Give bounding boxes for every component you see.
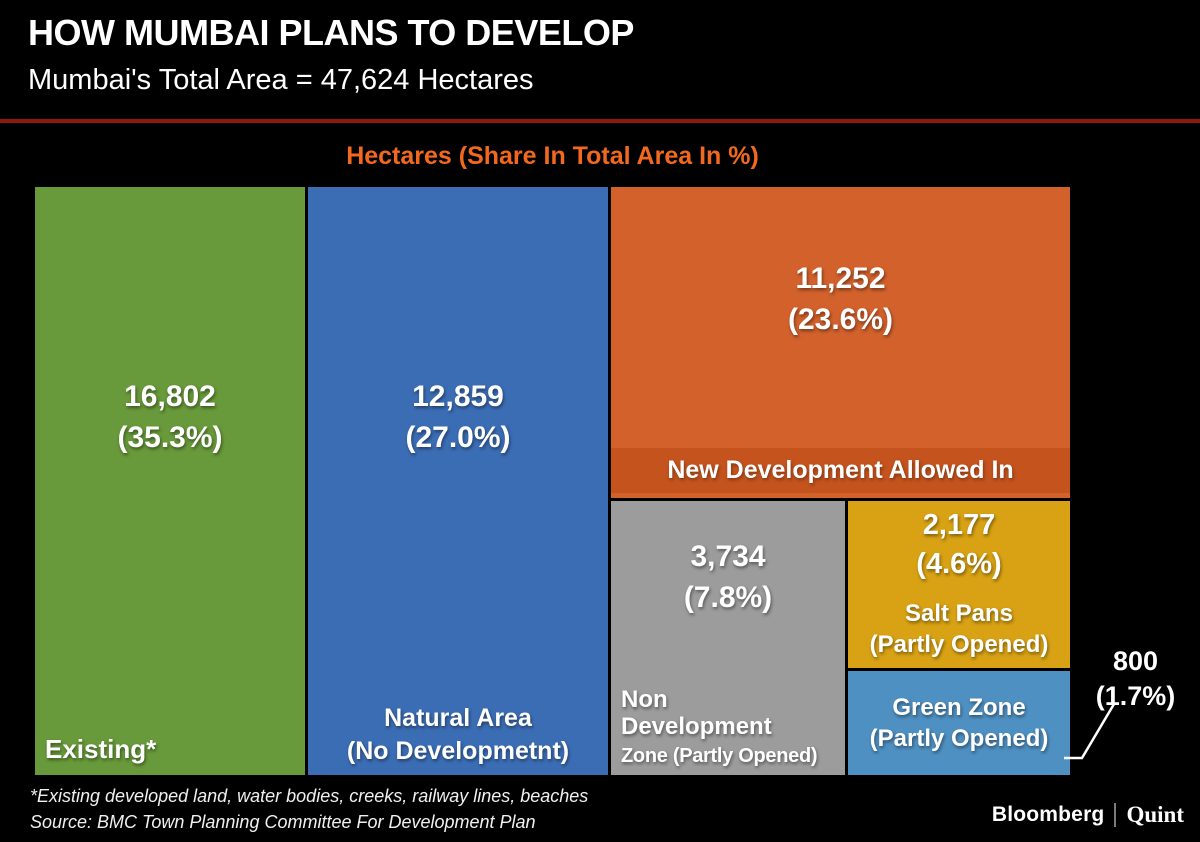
quint-logo: Quint	[1126, 802, 1184, 827]
chart-heading: Hectares (Share In Total Area In %)	[346, 142, 759, 170]
new-development-value-number: 11,252	[795, 262, 886, 295]
salt-pans-value: 2,177 (4.6%)	[848, 506, 1070, 584]
treemap-block-natural-area: 12,859 (27.0%) Natural Area (No Developm…	[308, 187, 608, 775]
new-development-value-share: (23.6%)	[787, 302, 894, 336]
natural-area-value-number: 12,859	[412, 380, 504, 413]
new-development-value: 11,252 (23.6%)	[611, 259, 1070, 340]
non-development-value: 3,734 (7.8%)	[611, 537, 845, 618]
salt-pans-value-number: 2,177	[922, 509, 996, 541]
green-zone-callout-number: 800	[1112, 646, 1159, 676]
natural-area-value: 12,859 (27.0%)	[308, 377, 608, 458]
bloomberg-logo: Bloomberg	[991, 803, 1105, 826]
non-development-label: Non Development	[621, 685, 772, 741]
page-title: HOW MUMBAI PLANS TO DEVELOP	[28, 12, 634, 53]
logo-divider	[1114, 803, 1117, 827]
non-development-value-number: 3,734	[690, 540, 766, 573]
existing-label: Existing*	[45, 734, 157, 764]
green-zone-callout: 800 (1.7%)	[1078, 644, 1193, 714]
salt-pans-value-share: (4.6%)	[916, 548, 1002, 581]
treemap-block-salt-pans: 2,177 (4.6%) Salt Pans (Partly Opened)	[848, 501, 1070, 668]
non-development-sublabel: Zone (Partly Opened)	[621, 745, 818, 767]
existing-value: 16,802 (35.3%)	[35, 377, 305, 458]
treemap-block-existing: 16,802 (35.3%) Existing*	[35, 187, 305, 775]
treemap-block-green-zone: Green Zone (Partly Opened)	[848, 671, 1070, 775]
natural-area-value-share: (27.0%)	[405, 420, 511, 454]
publisher-logo: Bloomberg Quint	[992, 802, 1184, 828]
salt-pans-label: Salt Pans (Partly Opened)	[869, 599, 1049, 658]
green-zone-callout-share: (1.7%)	[1095, 681, 1176, 712]
page-subtitle: Mumbai's Total Area = 47,624 Hectares	[28, 64, 534, 96]
treemap-chart: 16,802 (35.3%) Existing* 12,859 (27.0%) …	[35, 187, 1070, 775]
callout-connector-line	[1064, 703, 1116, 760]
existing-value-number: 16,802	[124, 380, 216, 413]
footnote-text: *Existing developed land, water bodies, …	[30, 786, 589, 806]
new-development-label-band: New Development Allowed In	[611, 448, 1070, 493]
treemap-block-non-development-zone: 3,734 (7.8%) Non Development Zone (Partl…	[611, 501, 845, 775]
natural-area-label: Natural Area (No Developmetnt)	[346, 704, 570, 765]
green-zone-label: Green Zone (Partly Opened)	[869, 693, 1049, 752]
treemap-block-new-development: 11,252 (23.6%) New Development Allowed I…	[611, 187, 1070, 498]
non-development-value-share: (7.8%)	[683, 580, 773, 614]
existing-value-share: (35.3%)	[117, 420, 223, 454]
divider-line	[0, 119, 1200, 123]
source-text: Source: BMC Town Planning Committee For …	[30, 812, 536, 832]
